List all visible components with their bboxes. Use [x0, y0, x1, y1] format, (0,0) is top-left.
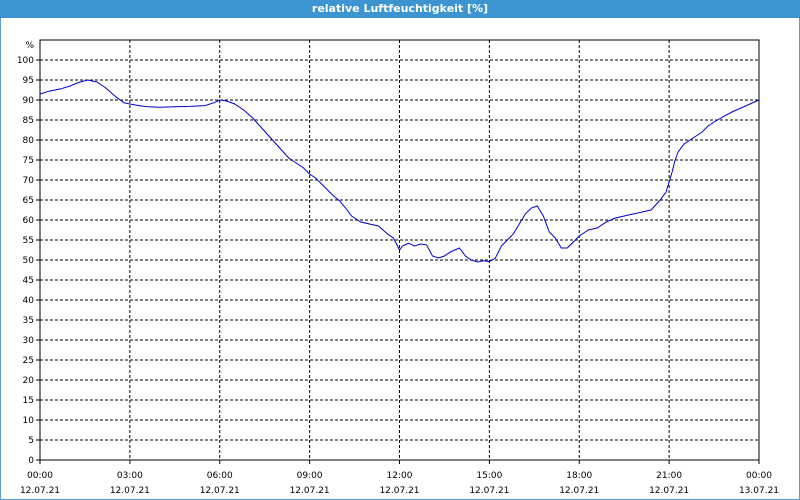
x-tick-time-label: 03:00 — [117, 471, 143, 481]
x-tick-date-label: 12.07.21 — [290, 486, 330, 496]
x-tick-date-label: 12.07.21 — [559, 486, 599, 496]
x-axis-ticks: 00:00 12.07.21 03:00 12.07.21 06:00 12.07.21 0… — [20, 460, 779, 496]
x-tick-time-label: 15:00 — [476, 471, 502, 481]
x-tick-date-label: 12.07.21 — [649, 486, 689, 496]
y-tick-label: 60 — [23, 216, 35, 226]
x-tick-time-label: 00:00 — [27, 471, 53, 481]
y-tick-label: 0 — [28, 456, 34, 466]
x-tick-time-label: 06:00 — [207, 471, 233, 481]
y-tick-label: 70 — [23, 176, 35, 186]
humidity-series-line — [39, 79, 760, 263]
y-tick-label: 25 — [23, 356, 34, 366]
x-tick-time-label: 12:00 — [387, 471, 413, 481]
x-tick-time-label: 21:00 — [656, 471, 682, 481]
y-tick-label: 50 — [23, 256, 35, 266]
y-axis-label: % — [25, 41, 34, 51]
x-tick-date-label: 12.07.21 — [110, 486, 150, 496]
y-tick-label: 75 — [23, 156, 34, 166]
x-tick-date-label: 12.07.21 — [379, 486, 419, 496]
x-tick-time-label: 18:00 — [566, 471, 592, 481]
y-tick-label: 100 — [17, 56, 34, 66]
y-tick-label: 85 — [23, 116, 34, 126]
x-tick-date-label: 12.07.21 — [200, 486, 240, 496]
y-tick-label: 80 — [23, 136, 35, 146]
y-tick-label: 20 — [23, 376, 35, 386]
x-tick-time-label: 00:00 — [746, 471, 772, 481]
grid-lines — [40, 40, 759, 460]
y-axis-ticks: 0 5 10 15 20 25 30 35 40 45 50 55 60 65 70 75 80 85 90 95 10… — [17, 56, 40, 466]
y-tick-label: 10 — [23, 416, 35, 426]
y-tick-label: 65 — [23, 196, 34, 206]
chart-title: relative Luftfeuchtigkeit [%] — [0, 0, 800, 18]
y-tick-label: 95 — [23, 76, 34, 86]
y-tick-label: 5 — [28, 436, 34, 446]
x-tick-date-label: 12.07.21 — [20, 486, 60, 496]
y-tick-label: 30 — [23, 336, 35, 346]
x-tick-date-label: 13.07.21 — [739, 486, 779, 496]
y-tick-label: 40 — [23, 296, 35, 306]
y-tick-label: 45 — [23, 276, 34, 286]
y-tick-label: 55 — [23, 236, 34, 246]
y-tick-label: 35 — [23, 316, 34, 326]
x-tick-date-label: 12.07.21 — [469, 486, 509, 496]
y-tick-label: 15 — [23, 396, 34, 406]
x-tick-time-label: 09:00 — [297, 471, 323, 481]
y-tick-label: 90 — [23, 96, 35, 106]
